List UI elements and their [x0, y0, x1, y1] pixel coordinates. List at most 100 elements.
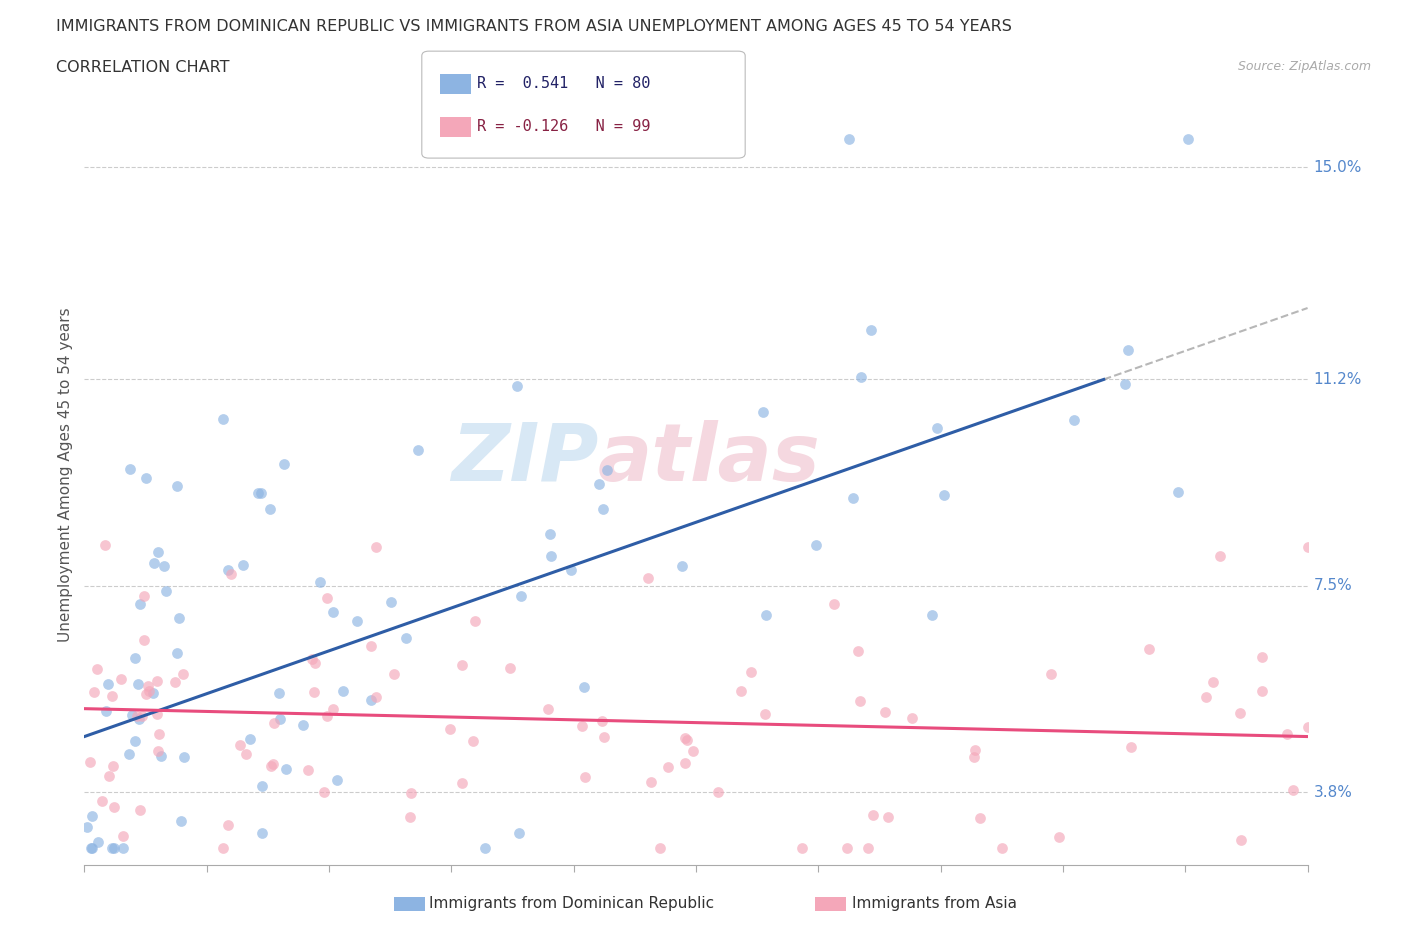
- Point: [1167, 485, 1189, 499]
- Point: [730, 684, 752, 698]
- Point: [269, 711, 291, 726]
- Y-axis label: Unemployment Among Ages 45 to 54 years: Unemployment Among Ages 45 to 54 years: [58, 307, 73, 642]
- Point: [837, 841, 859, 856]
- Point: [155, 584, 177, 599]
- Point: [588, 476, 610, 491]
- Point: [259, 501, 281, 516]
- Point: [124, 651, 146, 666]
- Point: [322, 702, 344, 717]
- Point: [259, 759, 281, 774]
- Point: [110, 671, 132, 686]
- Text: ZIP: ZIP: [451, 419, 598, 498]
- Point: [592, 502, 614, 517]
- Point: [173, 751, 195, 765]
- Point: [932, 488, 955, 503]
- Text: Immigrants from Asia: Immigrants from Asia: [852, 897, 1017, 911]
- Text: 15.0%: 15.0%: [1313, 160, 1362, 175]
- Point: [571, 718, 593, 733]
- Point: [560, 562, 582, 577]
- Point: [166, 645, 188, 660]
- Point: [671, 559, 693, 574]
- Point: [121, 708, 143, 723]
- Point: [1209, 549, 1232, 564]
- Point: [804, 538, 827, 552]
- Point: [217, 817, 239, 832]
- Point: [111, 829, 134, 844]
- Point: [842, 491, 865, 506]
- Point: [146, 707, 169, 722]
- Point: [640, 775, 662, 790]
- Point: [212, 841, 235, 856]
- Point: [875, 705, 897, 720]
- Point: [1195, 690, 1218, 705]
- Point: [464, 613, 486, 628]
- Point: [312, 785, 335, 800]
- Point: [648, 841, 671, 856]
- Point: [963, 743, 986, 758]
- Point: [273, 456, 295, 471]
- Point: [506, 379, 529, 393]
- Point: [963, 750, 986, 764]
- Point: [262, 756, 284, 771]
- Point: [846, 644, 869, 658]
- Point: [90, 793, 112, 808]
- Point: [399, 809, 422, 824]
- Point: [94, 538, 117, 553]
- Point: [591, 713, 613, 728]
- Point: [538, 526, 561, 541]
- Point: [100, 841, 122, 856]
- Point: [127, 677, 149, 692]
- Point: [212, 411, 235, 426]
- Point: [1177, 132, 1199, 147]
- Point: [247, 485, 270, 500]
- Point: [146, 674, 169, 689]
- Point: [166, 479, 188, 494]
- Point: [103, 800, 125, 815]
- Point: [399, 786, 422, 801]
- Point: [346, 614, 368, 629]
- Point: [128, 711, 150, 726]
- Point: [326, 773, 349, 788]
- Point: [87, 834, 110, 849]
- Point: [509, 589, 531, 604]
- Point: [537, 701, 560, 716]
- Point: [217, 563, 239, 578]
- Point: [169, 611, 191, 626]
- Point: [657, 760, 679, 775]
- Point: [80, 841, 103, 856]
- Point: [129, 596, 152, 611]
- Point: [304, 656, 326, 671]
- Point: [752, 404, 775, 418]
- Point: [153, 558, 176, 573]
- Point: [316, 709, 339, 724]
- Point: [574, 769, 596, 784]
- Point: [1229, 705, 1251, 720]
- Point: [127, 709, 149, 724]
- Point: [1137, 642, 1160, 657]
- Point: [135, 471, 157, 485]
- Text: R = -0.126   N = 99: R = -0.126 N = 99: [477, 119, 650, 134]
- Text: 7.5%: 7.5%: [1313, 578, 1353, 593]
- Point: [901, 711, 924, 725]
- Point: [754, 707, 776, 722]
- Point: [221, 566, 243, 581]
- Point: [297, 763, 319, 777]
- Point: [1118, 342, 1140, 357]
- Point: [790, 841, 813, 856]
- Point: [877, 810, 900, 825]
- Point: [408, 442, 430, 457]
- Point: [673, 755, 696, 770]
- Text: CORRELATION CHART: CORRELATION CHART: [56, 60, 229, 75]
- Point: [292, 718, 315, 733]
- Point: [309, 574, 332, 589]
- Point: [322, 604, 344, 619]
- Point: [969, 811, 991, 826]
- Point: [921, 607, 943, 622]
- Text: Source: ZipAtlas.com: Source: ZipAtlas.com: [1237, 60, 1371, 73]
- Point: [380, 594, 402, 609]
- Point: [101, 758, 124, 773]
- Point: [1296, 720, 1319, 735]
- Point: [637, 571, 659, 586]
- Point: [856, 841, 879, 856]
- Point: [682, 744, 704, 759]
